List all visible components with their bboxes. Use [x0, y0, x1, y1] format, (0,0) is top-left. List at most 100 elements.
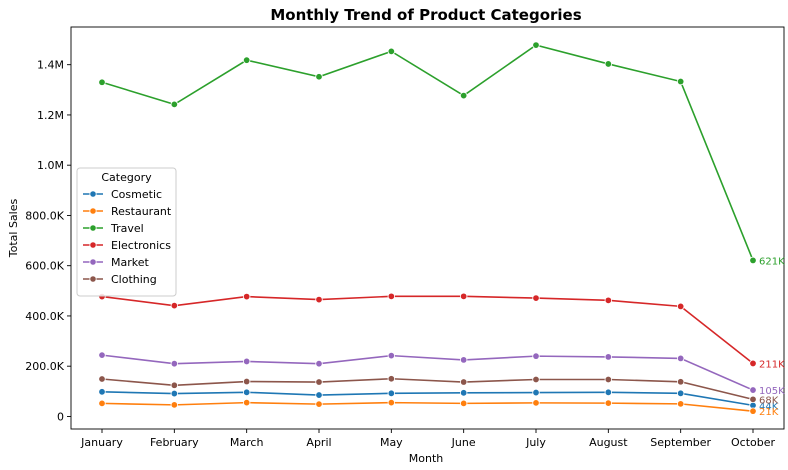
legend-marker-electronics — [89, 241, 97, 249]
data-point-travel — [170, 100, 179, 109]
data-point-clothing — [98, 375, 106, 383]
data-point-electronics — [604, 296, 613, 305]
plot-frame — [70, 26, 785, 430]
data-point-restaurant — [676, 400, 685, 408]
data-point-cosmetic — [459, 389, 468, 397]
data-point-market — [604, 353, 613, 361]
x-tick-label: January — [80, 436, 123, 449]
x-tick-label: February — [150, 436, 199, 449]
x-tick-label: April — [306, 436, 331, 449]
data-point-electronics — [459, 292, 468, 301]
x-tick-label: March — [230, 436, 264, 449]
data-point-restaurant — [242, 398, 251, 407]
data-point-travel — [749, 256, 757, 265]
data-point-electronics — [749, 359, 757, 368]
data-point-travel — [604, 60, 613, 68]
data-point-travel — [676, 77, 685, 86]
data-point-cosmetic — [387, 389, 396, 398]
legend-marker-travel — [89, 224, 97, 232]
x-tick-label: June — [451, 436, 476, 449]
data-point-clothing — [459, 378, 468, 386]
y-tick-label: 800.0K — [25, 209, 64, 222]
series-line-travel — [101, 44, 754, 261]
data-point-clothing — [387, 375, 396, 383]
legend-label-clothing: Clothing — [111, 273, 157, 286]
data-point-clothing — [749, 395, 757, 404]
data-point-restaurant — [315, 400, 323, 408]
x-tick-label: July — [525, 436, 546, 449]
data-point-market — [459, 356, 468, 364]
data-point-travel — [242, 56, 251, 64]
x-axis-label: Month — [409, 452, 444, 465]
axes: 0 200.0K 400.0K 600.0K 800.0K 1.0M 1.2M 1.4M Jan… — [25, 26, 785, 449]
series-line-cosmetic — [101, 391, 754, 407]
data-point-clothing — [242, 377, 251, 386]
end-label-cosmetic: 44K — [759, 401, 779, 412]
data-point-restaurant — [532, 399, 540, 407]
legend-marker-restaurant — [89, 207, 97, 215]
data-point-electronics — [315, 295, 323, 304]
data-point-restaurant — [387, 398, 396, 407]
end-label-electronics: 211K — [759, 359, 785, 370]
data-point-electronics — [387, 292, 396, 301]
y-tick-label: 200.0K — [25, 360, 64, 373]
end-label-travel: 621K — [759, 256, 785, 267]
legend: Category Cosmetic Restaurant Travel Electron… — [76, 167, 177, 297]
data-point-cosmetic — [242, 388, 251, 397]
data-point-restaurant — [604, 399, 613, 407]
data-point-cosmetic — [98, 388, 106, 396]
data-point-electronics — [676, 302, 685, 311]
data-point-travel — [387, 47, 396, 56]
data-point-clothing — [604, 375, 613, 384]
data-point-travel — [532, 41, 540, 49]
y-tick-label: 400.0K — [25, 310, 64, 323]
legend-label-market: Market — [111, 256, 149, 269]
data-point-clothing — [676, 378, 685, 386]
data-point-market — [676, 354, 685, 363]
data-point-market — [532, 352, 540, 360]
legend-marker-cosmetic — [89, 190, 97, 198]
end-label-clothing: 68K — [759, 395, 779, 406]
data-point-cosmetic — [315, 391, 323, 399]
y-tick-label: 1.0M — [37, 159, 64, 172]
series-line-clothing — [101, 377, 754, 401]
legend-label-travel: Travel — [110, 222, 144, 235]
chart-title: Monthly Trend of Product Categories — [270, 6, 581, 24]
x-tick-label: May — [380, 436, 403, 449]
legend-label-cosmetic: Cosmetic — [111, 188, 162, 201]
series-line-restaurant — [101, 401, 754, 412]
data-point-market — [170, 359, 179, 368]
y-tick-label: 1.4M — [37, 59, 64, 72]
legend-marker-clothing — [89, 275, 97, 283]
series-line-electronics — [101, 295, 754, 365]
data-point-cosmetic — [170, 389, 179, 398]
data-point-clothing — [315, 378, 323, 386]
data-point-restaurant — [749, 407, 757, 415]
data-point-clothing — [532, 375, 540, 384]
data-point-market — [315, 359, 323, 368]
data-point-restaurant — [459, 399, 468, 408]
data-point-restaurant — [98, 399, 106, 408]
legend-marker-market — [89, 258, 97, 266]
y-tick-label: 1.2M — [37, 109, 64, 122]
data-point-travel — [315, 73, 323, 81]
legend-label-electronics: Electronics — [111, 239, 171, 252]
data-point-electronics — [242, 292, 251, 301]
y-axis-label: Total Sales — [7, 199, 20, 259]
data-point-cosmetic — [604, 388, 613, 397]
data-point-market — [242, 357, 251, 366]
legend-title: Category — [101, 171, 152, 184]
series-line-market — [101, 354, 754, 391]
y-tick-label: 600.0K — [25, 260, 64, 273]
data-point-market — [98, 351, 106, 359]
end-label-market: 105K — [759, 386, 785, 397]
data-point-electronics — [170, 301, 179, 310]
end-label-restaurant: 21K — [759, 407, 779, 418]
data-point-travel — [459, 91, 468, 100]
data-point-market — [387, 351, 396, 360]
x-tick-label: August — [589, 436, 628, 449]
legend-box — [76, 167, 177, 297]
data-point-market — [749, 386, 757, 394]
